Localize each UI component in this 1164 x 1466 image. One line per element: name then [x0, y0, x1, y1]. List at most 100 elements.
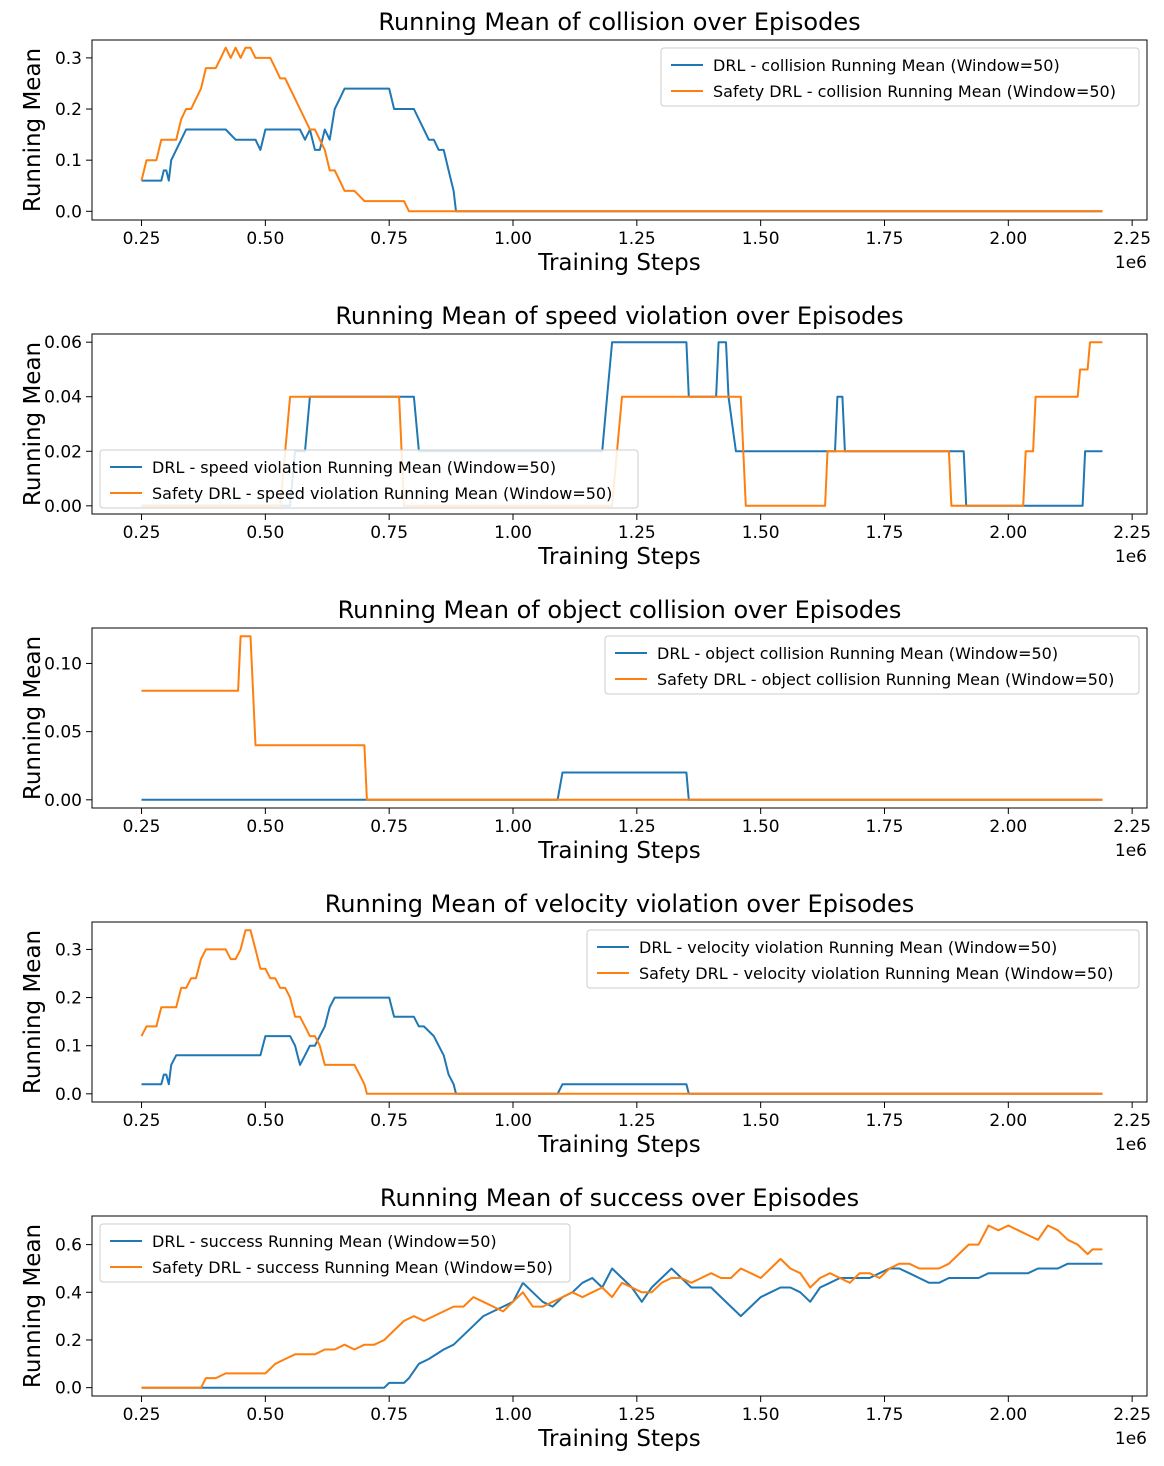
y-tick-label: 0.2 — [55, 989, 82, 1009]
x-tick-label: 1.75 — [866, 1405, 904, 1425]
chart-title: Running Mean of velocity violation over … — [325, 890, 915, 918]
x-tick-label: 2.00 — [989, 1111, 1027, 1131]
y-tick-label: 0.1 — [55, 151, 82, 171]
x-tick-label: 0.75 — [370, 229, 408, 249]
legend-entry: DRL - velocity violation Running Mean (W… — [639, 938, 1057, 957]
x-tick-label: 2.25 — [1113, 229, 1151, 249]
x-tick-label: 0.75 — [370, 1111, 408, 1131]
legend-entry: Safety DRL - success Running Mean (Windo… — [152, 1258, 553, 1277]
x-tick-label: 1.25 — [618, 817, 656, 837]
legend-box — [604, 635, 1140, 695]
y-axis-label: Running Mean — [20, 48, 46, 212]
plot-frame — [91, 627, 1148, 809]
y-axis-label: Running Mean — [20, 930, 46, 1094]
series-line-drl — [141, 771, 1103, 801]
series-line-safety — [140, 46, 1103, 213]
x-tick-label: 0.50 — [246, 523, 284, 543]
x-tick-label: 1.00 — [494, 1111, 532, 1131]
legend-box — [99, 1223, 571, 1283]
x-tick-label: 2.00 — [989, 1405, 1027, 1425]
series-line-safety — [141, 635, 1103, 801]
legend: DRL - object collision Running Mean (Win… — [604, 635, 1140, 695]
y-tick-label: 0.02 — [44, 442, 82, 462]
x-axis-label: Training Steps — [537, 1132, 700, 1158]
y-tick-label: 0.4 — [55, 1283, 82, 1303]
series-line-safety — [141, 341, 1103, 507]
x-offset-label: 1e6 — [1115, 841, 1147, 861]
x-tick-label: 2.25 — [1113, 1405, 1151, 1425]
y-axis-label: Running Mean — [20, 342, 46, 506]
x-tick-label: 1.50 — [742, 523, 780, 543]
x-tick-label: 2.25 — [1113, 817, 1151, 837]
plot-frame — [91, 39, 1148, 221]
chart-panel-3: Running Mean of velocity violation over … — [20, 890, 1151, 1158]
y-tick-label: 0.06 — [44, 333, 82, 353]
legend: DRL - velocity violation Running Mean (W… — [586, 929, 1140, 989]
x-tick-label: 2.25 — [1113, 523, 1151, 543]
y-tick-label: 0.00 — [44, 497, 82, 517]
legend-entry: DRL - speed violation Running Mean (Wind… — [152, 458, 556, 477]
x-tick-label: 1.50 — [742, 1111, 780, 1131]
x-tick-label: 0.50 — [246, 1405, 284, 1425]
chart-title: Running Mean of speed violation over Epi… — [335, 302, 903, 330]
x-axis-label: Training Steps — [537, 544, 700, 570]
x-tick-label: 1.50 — [742, 229, 780, 249]
x-tick-label: 1.00 — [494, 523, 532, 543]
x-tick-label: 2.00 — [989, 817, 1027, 837]
plot-frame — [91, 1215, 1148, 1397]
legend-entry: DRL - success Running Mean (Window=50) — [152, 1232, 497, 1251]
y-axis-label: Running Mean — [20, 636, 46, 800]
y-tick-label: 0.0 — [55, 1379, 82, 1399]
x-tick-label: 2.25 — [1113, 1111, 1151, 1131]
plot-frame — [91, 333, 1148, 515]
legend: DRL - collision Running Mean (Window=50)… — [660, 47, 1140, 107]
legend-box — [660, 47, 1140, 107]
y-tick-label: 0.0 — [55, 1085, 82, 1105]
x-offset-label: 1e6 — [1115, 1429, 1147, 1449]
series-line-drl — [141, 996, 1103, 1095]
x-tick-label: 2.00 — [989, 523, 1027, 543]
legend-box — [586, 929, 1140, 989]
series-line-drl — [141, 1262, 1103, 1389]
x-tick-label: 0.25 — [123, 1111, 161, 1131]
x-tick-label: 2.00 — [989, 229, 1027, 249]
chart-title: Running Mean of object collision over Ep… — [338, 596, 902, 624]
y-tick-label: 0.05 — [44, 723, 82, 743]
x-tick-label: 0.50 — [246, 229, 284, 249]
x-tick-label: 1.75 — [866, 523, 904, 543]
legend: DRL - speed violation Running Mean (Wind… — [99, 449, 639, 509]
x-tick-label: 1.75 — [866, 817, 904, 837]
legend-entry: Safety DRL - velocity violation Running … — [639, 964, 1114, 983]
x-tick-label: 0.25 — [123, 523, 161, 543]
series-line-drl — [141, 87, 1103, 213]
x-tick-label: 0.50 — [246, 817, 284, 837]
chart-panel-4: Running Mean of success over Episodes 0.2… — [20, 1184, 1151, 1452]
x-offset-label: 1e6 — [1115, 547, 1147, 567]
legend-entry: DRL - collision Running Mean (Window=50) — [713, 56, 1060, 75]
y-tick-label: 0.0 — [55, 202, 82, 222]
y-tick-label: 0.3 — [55, 49, 82, 69]
x-tick-label: 0.75 — [370, 523, 408, 543]
x-tick-label: 1.25 — [618, 1111, 656, 1131]
legend-entry: Safety DRL - speed violation Running Mea… — [152, 484, 612, 503]
y-tick-label: 0.2 — [55, 1331, 82, 1351]
x-axis-label: Training Steps — [537, 1426, 700, 1452]
x-tick-label: 1.25 — [618, 229, 656, 249]
x-tick-label: 1.00 — [494, 229, 532, 249]
x-offset-label: 1e6 — [1115, 1135, 1147, 1155]
y-axis-label: Running Mean — [20, 1224, 46, 1388]
x-tick-label: 0.75 — [370, 817, 408, 837]
x-tick-label: 1.50 — [742, 817, 780, 837]
x-tick-label: 1.50 — [742, 1405, 780, 1425]
y-tick-label: 0.10 — [44, 654, 82, 674]
legend-entry: DRL - object collision Running Mean (Win… — [657, 644, 1058, 663]
chart-panel-0: Running Mean of collision over Episodes 0… — [20, 8, 1151, 276]
legend-entry: Safety DRL - collision Running Mean (Win… — [713, 82, 1116, 101]
plot-frame — [91, 921, 1148, 1103]
series-line-safety — [141, 1224, 1103, 1389]
x-axis-label: Training Steps — [537, 838, 700, 864]
y-tick-label: 0.1 — [55, 1037, 82, 1057]
chart-title: Running Mean of success over Episodes — [380, 1184, 859, 1212]
x-tick-label: 1.25 — [618, 523, 656, 543]
